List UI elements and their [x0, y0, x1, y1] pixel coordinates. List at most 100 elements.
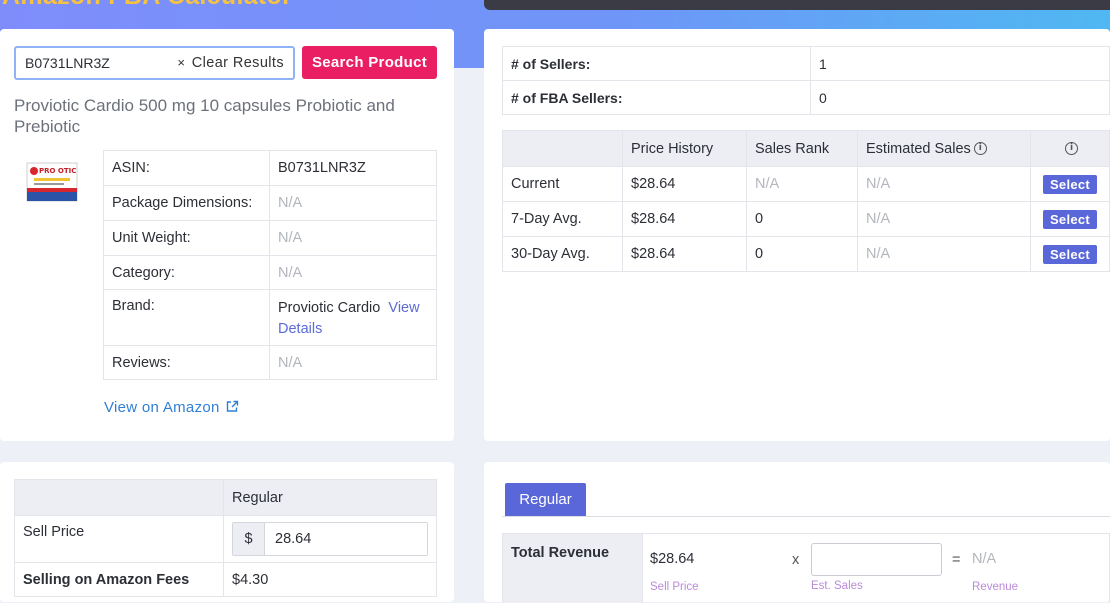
asin-value: B0731LNR3Z	[269, 150, 437, 186]
close-icon: ×	[177, 55, 186, 70]
revenue-sell-price: $28.64	[650, 551, 695, 567]
table-row: Reviews: N/A	[103, 345, 437, 380]
equals-sign: =	[952, 552, 961, 568]
view-details-link[interactable]: View Details	[278, 300, 420, 337]
select-button[interactable]: Select	[1042, 209, 1098, 229]
revenue-result: N/A	[972, 551, 997, 567]
view-on-amazon-label: View on Amazon	[104, 399, 220, 416]
table-row: Category: N/A	[103, 255, 437, 290]
table-row: # of Sellers: 1	[502, 46, 1110, 81]
brand-value: Proviotic Cardio	[278, 300, 381, 316]
weight-value: N/A	[269, 220, 437, 256]
product-image: PRO OTIC	[26, 162, 78, 202]
revenue-caption: Revenue	[972, 581, 1019, 593]
column-header-regular: Regular	[223, 479, 437, 516]
column-header-actions: i	[1030, 130, 1110, 167]
product-title: Proviotic Cardio 500 mg 10 capsules Prob…	[14, 96, 395, 136]
table-header-row: Regular	[14, 479, 437, 516]
sell-price-input[interactable]	[265, 523, 427, 555]
table-row: # of FBA Sellers: 0	[502, 80, 1110, 115]
product-image-brand: PRO OTIC	[39, 167, 76, 175]
revenue-label-cell: Total Revenue	[503, 534, 643, 603]
search-product-button[interactable]: Search Product	[302, 46, 437, 79]
fba-sellers-value: 0	[810, 80, 1110, 115]
clear-results-label: Clear Results	[191, 55, 284, 71]
action-cell: Select	[1030, 201, 1110, 237]
external-link-icon	[226, 400, 239, 412]
multiply-sign: x	[792, 552, 800, 568]
info-label: Category:	[103, 255, 270, 290]
top-nav-bar	[484, 0, 1110, 10]
table-row: Sell Price $	[14, 515, 437, 563]
fba-sellers-label: # of FBA Sellers:	[502, 80, 811, 115]
currency-addon: $	[233, 523, 265, 555]
table-row: Unit Weight: N/A	[103, 220, 437, 256]
page-title: Amazon FBA Calculator	[2, 0, 292, 11]
info-circle-icon[interactable]: i	[1065, 142, 1078, 156]
total-revenue-label: Total Revenue	[511, 545, 610, 561]
table-row: ASIN: B0731LNR3Z	[103, 150, 437, 186]
sell-price-label: Sell Price	[14, 515, 224, 563]
info-circle-icon[interactable]: i	[973, 142, 987, 156]
table-row: 7-Day Avg. $28.64 0 N/A Select	[502, 201, 1110, 237]
action-cell: Select	[1030, 166, 1110, 202]
sales-cell: N/A	[857, 201, 1031, 237]
sell-price-cell: $	[223, 515, 437, 563]
select-button[interactable]: Select	[1042, 174, 1098, 194]
table-row: Current $28.64 N/A N/A Select	[502, 166, 1110, 202]
select-button[interactable]: Select	[1042, 244, 1098, 264]
sales-cell: N/A	[857, 236, 1031, 272]
price-history-table: Price History Sales Rank Estimated Sales…	[502, 130, 1110, 272]
rank-cell: 0	[746, 236, 858, 272]
info-label: Reviews:	[103, 345, 270, 380]
tab-divider	[502, 516, 1110, 517]
reviews-value: N/A	[269, 345, 437, 380]
product-info-table: ASIN: B0731LNR3Z Package Dimensions: N/A…	[103, 150, 437, 380]
column-header-sales-rank: Sales Rank	[746, 130, 858, 167]
sellers-label: # of Sellers:	[502, 46, 811, 81]
sell-price-caption: Sell Price	[650, 581, 699, 593]
asin-search-input[interactable]	[16, 48, 166, 78]
table-row: Brand: Proviotic Cardio View Details	[103, 289, 437, 346]
sellers-table: # of Sellers: 1 # of FBA Sellers: 0	[502, 46, 1110, 115]
fees-table: Regular Sell Price $ Selling on Amazon F…	[14, 479, 437, 597]
table-row: 30-Day Avg. $28.64 0 N/A Select	[502, 236, 1110, 272]
table-row: Selling on Amazon Fees $4.30	[14, 562, 437, 597]
est-sales-caption: Est. Sales	[811, 580, 863, 592]
est-sales-input[interactable]	[812, 544, 941, 575]
column-header-empty	[14, 479, 224, 516]
amazon-fees-label: Selling on Amazon Fees	[14, 562, 224, 597]
price-cell: $28.64	[622, 166, 747, 202]
asin-search-field[interactable]: × Clear Results	[14, 46, 295, 80]
column-header-estimated-sales: Estimated Sales i	[857, 130, 1031, 167]
rank-cell: N/A	[746, 166, 858, 202]
row-label: 7-Day Avg.	[502, 201, 623, 237]
dimensions-value: N/A	[269, 185, 437, 221]
sales-cell: N/A	[857, 166, 1031, 202]
sellers-value: 1	[810, 46, 1110, 81]
info-label: Package Dimensions:	[103, 185, 270, 221]
revenue-row: Total Revenue	[502, 533, 1110, 603]
column-header-empty	[502, 130, 623, 167]
amazon-fees-value: $4.30	[223, 562, 437, 597]
info-label: Brand:	[103, 289, 270, 346]
row-label: Current	[502, 166, 623, 202]
category-value: N/A	[269, 255, 437, 290]
column-header-price-history: Price History	[622, 130, 747, 167]
row-label: 30-Day Avg.	[502, 236, 623, 272]
clear-results-button[interactable]: × Clear Results	[177, 55, 284, 71]
estimated-sales-label: Estimated Sales	[866, 140, 971, 157]
info-label: ASIN:	[103, 150, 270, 186]
table-header-row: Price History Sales Rank Estimated Sales…	[502, 130, 1110, 167]
table-row: Package Dimensions: N/A	[103, 185, 437, 221]
price-cell: $28.64	[622, 236, 747, 272]
brand-cell: Proviotic Cardio View Details	[269, 289, 437, 346]
action-cell: Select	[1030, 236, 1110, 272]
price-cell: $28.64	[622, 201, 747, 237]
view-on-amazon-link[interactable]: View on Amazon	[104, 399, 239, 416]
rank-cell: 0	[746, 201, 858, 237]
sell-price-field[interactable]: $	[232, 522, 428, 556]
est-sales-field[interactable]	[811, 543, 942, 576]
tab-regular[interactable]: Regular	[505, 483, 586, 517]
info-label: Unit Weight:	[103, 220, 270, 256]
